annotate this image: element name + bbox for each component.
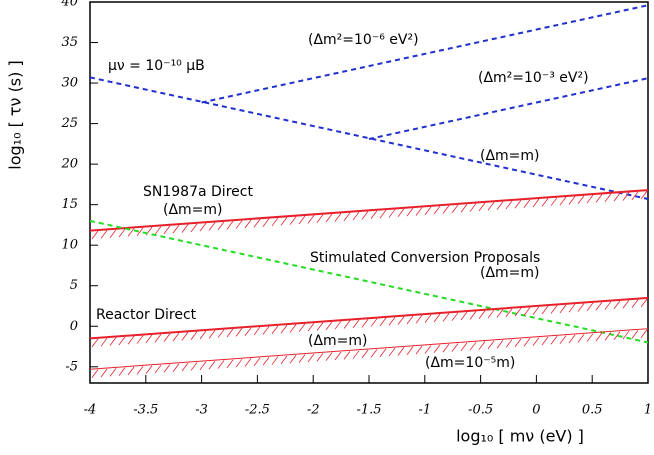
series-line: [89, 296, 649, 340]
y-tick-label: 10: [61, 238, 78, 253]
x-tick-label: -1: [418, 403, 431, 418]
x-tick-label: -4: [84, 403, 97, 418]
annotation: (Δm=m): [163, 202, 223, 218]
x-tick-label: -1.5: [356, 403, 381, 418]
y-tick-label: 15: [61, 197, 78, 212]
y-tick-label: 25: [60, 116, 78, 131]
annotation: Reactor Direct: [96, 307, 197, 323]
hatch: [91, 298, 648, 348]
y-tick-label: -5: [65, 359, 78, 374]
annotation: (Δm=10⁻⁵m): [425, 355, 515, 371]
y-tick-label: 40: [60, 0, 78, 10]
annotation: (Δm²=10⁻⁶ eV²): [308, 32, 419, 48]
series-line: [368, 77, 649, 140]
x-tick-label: -3.5: [133, 403, 158, 418]
y-axis-label: log₁₀ [ τν (s) ]: [6, 60, 25, 169]
hatch: [91, 190, 648, 240]
annotation: μν = 10⁻¹⁰ μB: [108, 58, 205, 74]
x-tick-label: 1: [644, 403, 652, 418]
y-tick-label: 35: [61, 35, 78, 50]
series-line: [201, 4, 649, 104]
x-tick-label: 0.5: [582, 403, 603, 418]
annotation: SN1987a Direct: [143, 184, 253, 200]
y-tick-label: 5: [70, 278, 78, 293]
x-tick-label: -0.5: [468, 403, 493, 418]
series-line: [89, 328, 649, 370]
annotation: (Δm²=10⁻³ eV²): [478, 70, 589, 86]
y-tick-label: 0: [70, 319, 78, 334]
annotation: (Δm=m): [480, 148, 540, 164]
annotation: Stimulated Conversion Proposals: [310, 250, 540, 266]
x-axis-label: log₁₀ [ mν (eV) ]: [456, 427, 584, 446]
annotation: (Δm=m): [308, 333, 368, 349]
hatch: [91, 329, 648, 378]
x-tick-label: -3: [195, 403, 208, 418]
y-tick-label: 20: [60, 157, 78, 172]
x-tick-label: 0: [532, 403, 540, 418]
annotation: (Δm=m): [480, 265, 540, 281]
y-tick-label: 30: [61, 76, 78, 91]
x-tick-label: -2.5: [245, 403, 270, 418]
x-tick-label: -2: [307, 403, 320, 418]
series-line: [89, 189, 649, 232]
series-line: [89, 219, 649, 344]
